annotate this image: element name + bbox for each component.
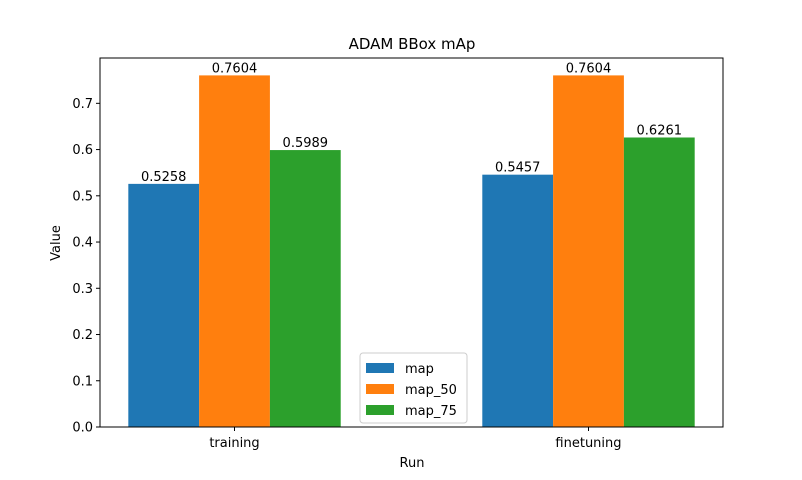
x-axis-label: Run: [400, 456, 425, 471]
y-tick-label: 0.2: [72, 328, 93, 343]
y-axis-label: Value: [49, 225, 64, 261]
legend-label-map: map: [405, 362, 434, 377]
bar-value-label: 0.6261: [637, 123, 683, 138]
legend-swatch-map: [366, 363, 394, 373]
y-tick-label: 0.1: [72, 374, 93, 389]
legend-label-map_75: map_75: [405, 404, 457, 419]
y-tick-label: 0.7: [72, 97, 93, 112]
bar-value-label: 0.5258: [141, 170, 187, 185]
bar-map_50-finetuning: [553, 75, 624, 427]
bar-map-training: [128, 183, 200, 427]
chart-title: ADAM BBox mAp: [349, 35, 476, 53]
bar-value-label: 0.7604: [566, 61, 612, 76]
x-tick-label: training: [209, 436, 259, 451]
y-tick-label: 0.5: [72, 189, 93, 204]
bar-value-label: 0.5989: [283, 136, 329, 151]
bar-map-finetuning: [482, 174, 554, 427]
y-tick-label: 0.4: [72, 236, 93, 251]
legend-label-map_50: map_50: [405, 383, 457, 398]
y-tick-label: 0.6: [72, 143, 93, 158]
y-tick-label: 0.3: [72, 282, 93, 297]
legend: map map_50 map_75: [359, 352, 468, 424]
legend-swatch-map_50: [366, 384, 394, 394]
bar-map_75-finetuning: [623, 137, 695, 428]
x-tick-label: finetuning: [555, 436, 621, 451]
bar-value-label: 0.7604: [212, 61, 258, 76]
legend-swatch-map_75: [366, 405, 394, 415]
bar-map_75-training: [269, 150, 341, 427]
bar-map_50-training: [199, 75, 270, 427]
plot-area: 0.5258 0.5457 0.7604 0.7604 0.5989 0.6261 0.0 0…: [72, 57, 724, 451]
bar-value-label: 0.5457: [495, 161, 541, 176]
y-tick-label: 0.0: [72, 421, 93, 436]
